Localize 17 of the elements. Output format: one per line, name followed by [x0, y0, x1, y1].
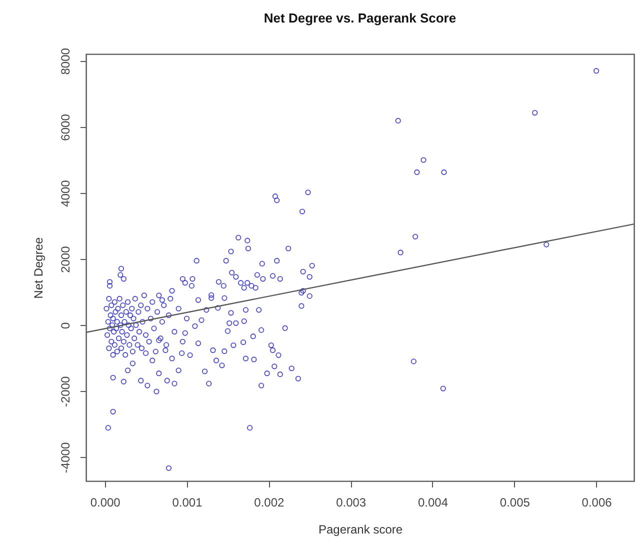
x-axis-title: Pagerank score [318, 522, 403, 536]
y-tick-label: 8000 [58, 48, 72, 75]
x-tick-label: 0.000 [90, 496, 121, 510]
x-tick-label: 0.003 [336, 496, 366, 510]
x-tick-label: 0.004 [418, 496, 448, 510]
x-tick-label: 0.005 [500, 496, 530, 510]
chart-title: Net Degree vs. Pagerank Score [264, 10, 456, 26]
y-tick-label: -2000 [58, 376, 72, 408]
y-tick-label: 6000 [58, 114, 72, 141]
y-axis-title: Net Degree [32, 236, 46, 299]
y-tick-label: 2000 [58, 246, 72, 273]
y-tick-label: 4000 [58, 180, 72, 207]
y-tick-label: -4000 [58, 442, 72, 474]
y-tick-label: 0 [58, 322, 72, 329]
x-tick-label: 0.002 [254, 496, 285, 510]
x-tick-label: 0.006 [582, 496, 612, 510]
x-tick-label: 0.001 [172, 496, 203, 510]
